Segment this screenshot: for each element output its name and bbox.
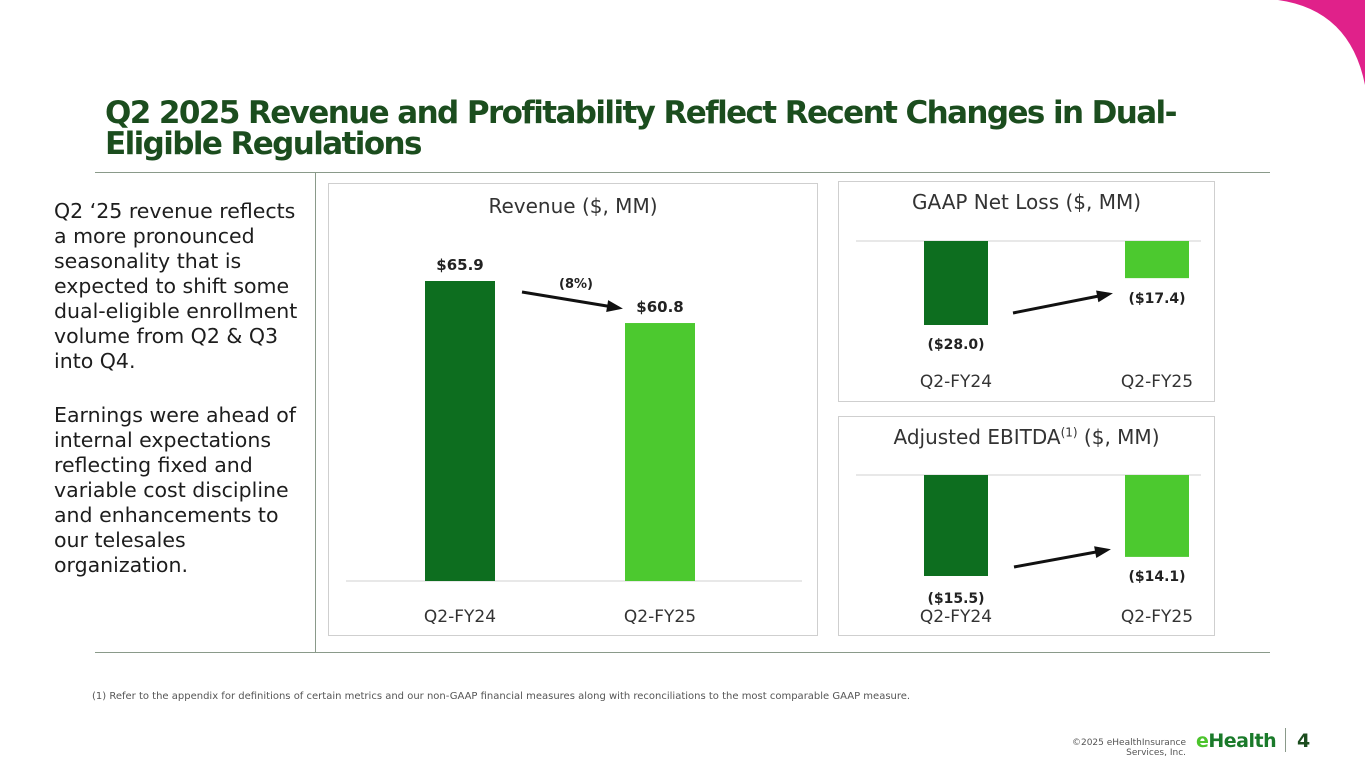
- page-title: Q2 2025 Revenue and Profitability Reflec…: [105, 95, 1177, 162]
- ehealth-logo: eHealth: [1196, 730, 1277, 752]
- revenue-chart-title: Revenue ($, MM): [488, 194, 658, 218]
- x-tick-label: Q2-FY25: [624, 607, 696, 627]
- footer-divider: [1285, 728, 1286, 752]
- net-loss-chart-title: GAAP Net Loss ($, MM): [911, 190, 1142, 214]
- bar-q2-fy25: [1125, 475, 1189, 557]
- x-tick-label: Q2-FY24: [920, 372, 992, 392]
- bar-q2-fy25: [1125, 241, 1189, 279]
- arrow-head-icon: [1094, 546, 1111, 559]
- commentary-earnings: Earnings were ahead of internal expectat…: [54, 403, 296, 577]
- change-arrow: [1012, 292, 1110, 315]
- footnote: (1) Refer to the appendix for definition…: [92, 691, 911, 702]
- bar-q2-fy25: [625, 323, 695, 581]
- arrow-head-icon: [606, 300, 623, 312]
- data-label: ($17.4): [1128, 291, 1185, 307]
- corner-accent-shape: [1278, 0, 1365, 85]
- x-tick-label: Q2-FY25: [1121, 372, 1193, 392]
- page-number: 4: [1297, 730, 1311, 752]
- data-label: $60.8: [636, 298, 683, 316]
- x-tick-label: Q2-FY24: [424, 607, 496, 627]
- revenue-panel: Revenue ($, MM) $65.9 Q2-FY24 $60.8 Q2-FY25…: [328, 183, 818, 636]
- divider-top: [95, 172, 1270, 173]
- change-arrow: [1013, 548, 1108, 569]
- bar-q2-fy24: [924, 241, 988, 325]
- ebitda-chart: ($15.5)Q2-FY24 ($14.1) Q2-FY25: [856, 474, 1201, 627]
- bar-q2-fy24: [425, 281, 495, 581]
- data-label: ($15.5): [927, 591, 984, 607]
- ebitda-chart-title: Adjusted EBITDA(1) ($, MM): [893, 425, 1160, 449]
- commentary-revenue: Q2 ‘25 revenue reflects a more pronounce…: [54, 199, 298, 373]
- divider-bottom: [95, 652, 1270, 653]
- divider-vertical: [315, 172, 316, 652]
- change-label: (8%): [559, 277, 593, 292]
- data-label: ($28.0): [927, 337, 984, 353]
- net-loss-chart: ($28.0) Q2-FY24 ($17.4) Q2-FY25: [856, 240, 1201, 392]
- x-tick-label: Q2-FY25: [1121, 607, 1193, 627]
- copyright: ©2025 eHealthInsurance Services, Inc.: [1071, 738, 1186, 758]
- x-tick-label: Q2-FY24: [920, 607, 992, 627]
- change-arrow: [521, 290, 620, 310]
- revenue-chart: $65.9 Q2-FY24 $60.8 Q2-FY25 (8%): [346, 256, 802, 627]
- data-label: ($14.1): [1128, 569, 1185, 585]
- bar-q2-fy24: [924, 475, 988, 576]
- data-label: $65.9: [436, 256, 483, 274]
- ebitda-panel: Adjusted EBITDA(1) ($, MM) ($15.5) Q2-FY2…: [838, 416, 1215, 636]
- net-loss-panel: GAAP Net Loss ($, MM) ($28.0) Q2-FY24 ($17…: [838, 181, 1215, 402]
- arrow-head-icon: [1096, 290, 1113, 303]
